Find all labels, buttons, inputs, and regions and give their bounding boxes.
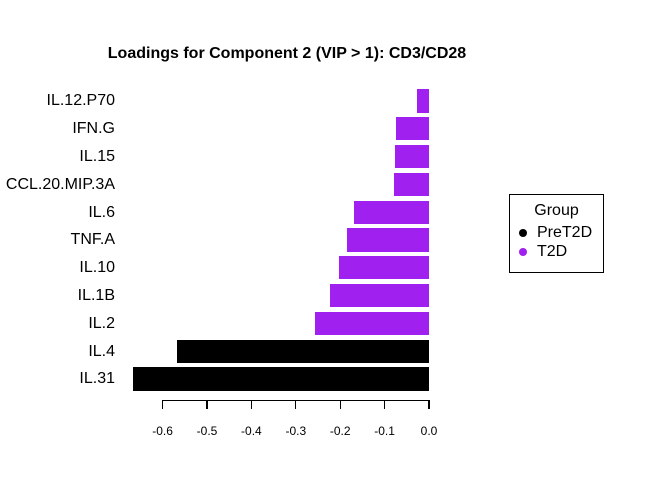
bar bbox=[329, 283, 429, 308]
x-axis-tick-label: -0.5 bbox=[196, 424, 218, 438]
legend-title: Group bbox=[534, 202, 579, 219]
bar bbox=[395, 144, 429, 169]
y-axis-label: IL.10 bbox=[79, 259, 115, 277]
legend-item: T2D bbox=[510, 242, 603, 261]
bar bbox=[346, 228, 429, 252]
y-axis-label: IL.4 bbox=[88, 342, 115, 360]
legend-point-icon bbox=[519, 247, 527, 256]
bar bbox=[314, 311, 429, 335]
x-axis-tick bbox=[339, 400, 341, 409]
bar bbox=[396, 117, 429, 141]
x-axis-tick bbox=[295, 400, 297, 409]
y-axis-label: TNF.A bbox=[70, 231, 115, 249]
y-axis-label: IL.1B bbox=[77, 287, 115, 305]
chart-title: Loadings for Component 2 (VIP > 1): CD3/… bbox=[107, 45, 467, 62]
bar bbox=[417, 89, 429, 113]
x-axis-tick-label: -0.1 bbox=[374, 424, 395, 438]
x-axis-tick-label: 0.0 bbox=[420, 424, 438, 438]
y-axis-label: IL.31 bbox=[79, 370, 115, 388]
y-axis-label: IL.12.P70 bbox=[46, 92, 116, 110]
x-axis-tick-label: -0.6 bbox=[152, 424, 173, 438]
x-axis-tick bbox=[384, 400, 386, 409]
legend-label: T2D bbox=[537, 242, 568, 260]
y-axis-label: IL.6 bbox=[88, 203, 115, 221]
bar bbox=[353, 200, 429, 224]
bar bbox=[338, 256, 429, 280]
y-axis-label: IFN.G bbox=[72, 120, 115, 138]
legend: Group PreT2D T2D bbox=[509, 194, 604, 273]
x-axis-tick-label: -0.4 bbox=[241, 424, 262, 438]
x-axis-tick bbox=[206, 400, 208, 409]
bar bbox=[393, 172, 429, 196]
y-axis-label: IL.15 bbox=[79, 148, 115, 166]
x-axis-tick bbox=[428, 400, 430, 409]
bar bbox=[132, 367, 429, 391]
legend-label: PreT2D bbox=[537, 223, 593, 241]
legend-point-icon bbox=[519, 228, 527, 237]
x-axis-tick bbox=[250, 400, 252, 409]
legend-item: PreT2D bbox=[510, 223, 603, 242]
x-axis-tick bbox=[162, 400, 164, 409]
y-axis-label: IL.2 bbox=[88, 314, 115, 332]
x-axis-tick-label: -0.2 bbox=[329, 424, 351, 438]
bar bbox=[176, 339, 429, 363]
y-axis-label: CCL.20.MIP.3A bbox=[5, 175, 115, 193]
x-axis-tick-label: -0.3 bbox=[285, 424, 307, 438]
